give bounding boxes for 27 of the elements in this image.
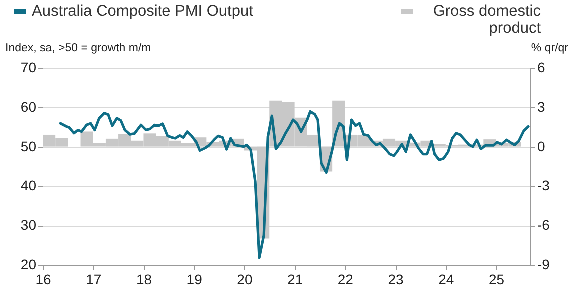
- x-tick-label: 25: [488, 272, 505, 288]
- x-tick-label: 19: [186, 272, 203, 288]
- y-tick-label: 70: [20, 60, 37, 76]
- y2-tick-label: -6: [538, 217, 550, 234]
- y2-tick-label: 6: [538, 60, 546, 76]
- x-tick-label: 18: [136, 272, 152, 288]
- y2-tick-label: 3: [538, 98, 546, 115]
- y2-tick-label: 0: [538, 138, 546, 154]
- legend-label: Gross domestic product: [432, 3, 541, 37]
- y-tick-label: 40: [20, 178, 37, 194]
- y-tick-label: 60: [20, 98, 37, 115]
- x-tick-label: 17: [86, 272, 102, 288]
- x-tick-label: 24: [438, 272, 454, 288]
- y-axis-title: Index, sa, >50 = growth m/m: [6, 42, 152, 54]
- y-tick-label: 20: [20, 256, 37, 272]
- x-tick-label: 16: [36, 272, 52, 288]
- y-tick-label: 30: [20, 217, 37, 234]
- x-tick-label: 22: [338, 272, 354, 288]
- x-tick-label: 21: [288, 272, 304, 288]
- x-tick-label: 23: [388, 272, 404, 288]
- line-series: [59, 110, 530, 260]
- y2-axis-title: % qr/qr: [531, 42, 569, 54]
- y2-tick-label: -3: [538, 178, 550, 194]
- y2-tick-label: -9: [538, 256, 550, 272]
- y-tick-label: 50: [20, 138, 37, 154]
- legend-label: Australia Composite PMI Output: [32, 3, 254, 20]
- x-tick-label: 20: [237, 272, 253, 288]
